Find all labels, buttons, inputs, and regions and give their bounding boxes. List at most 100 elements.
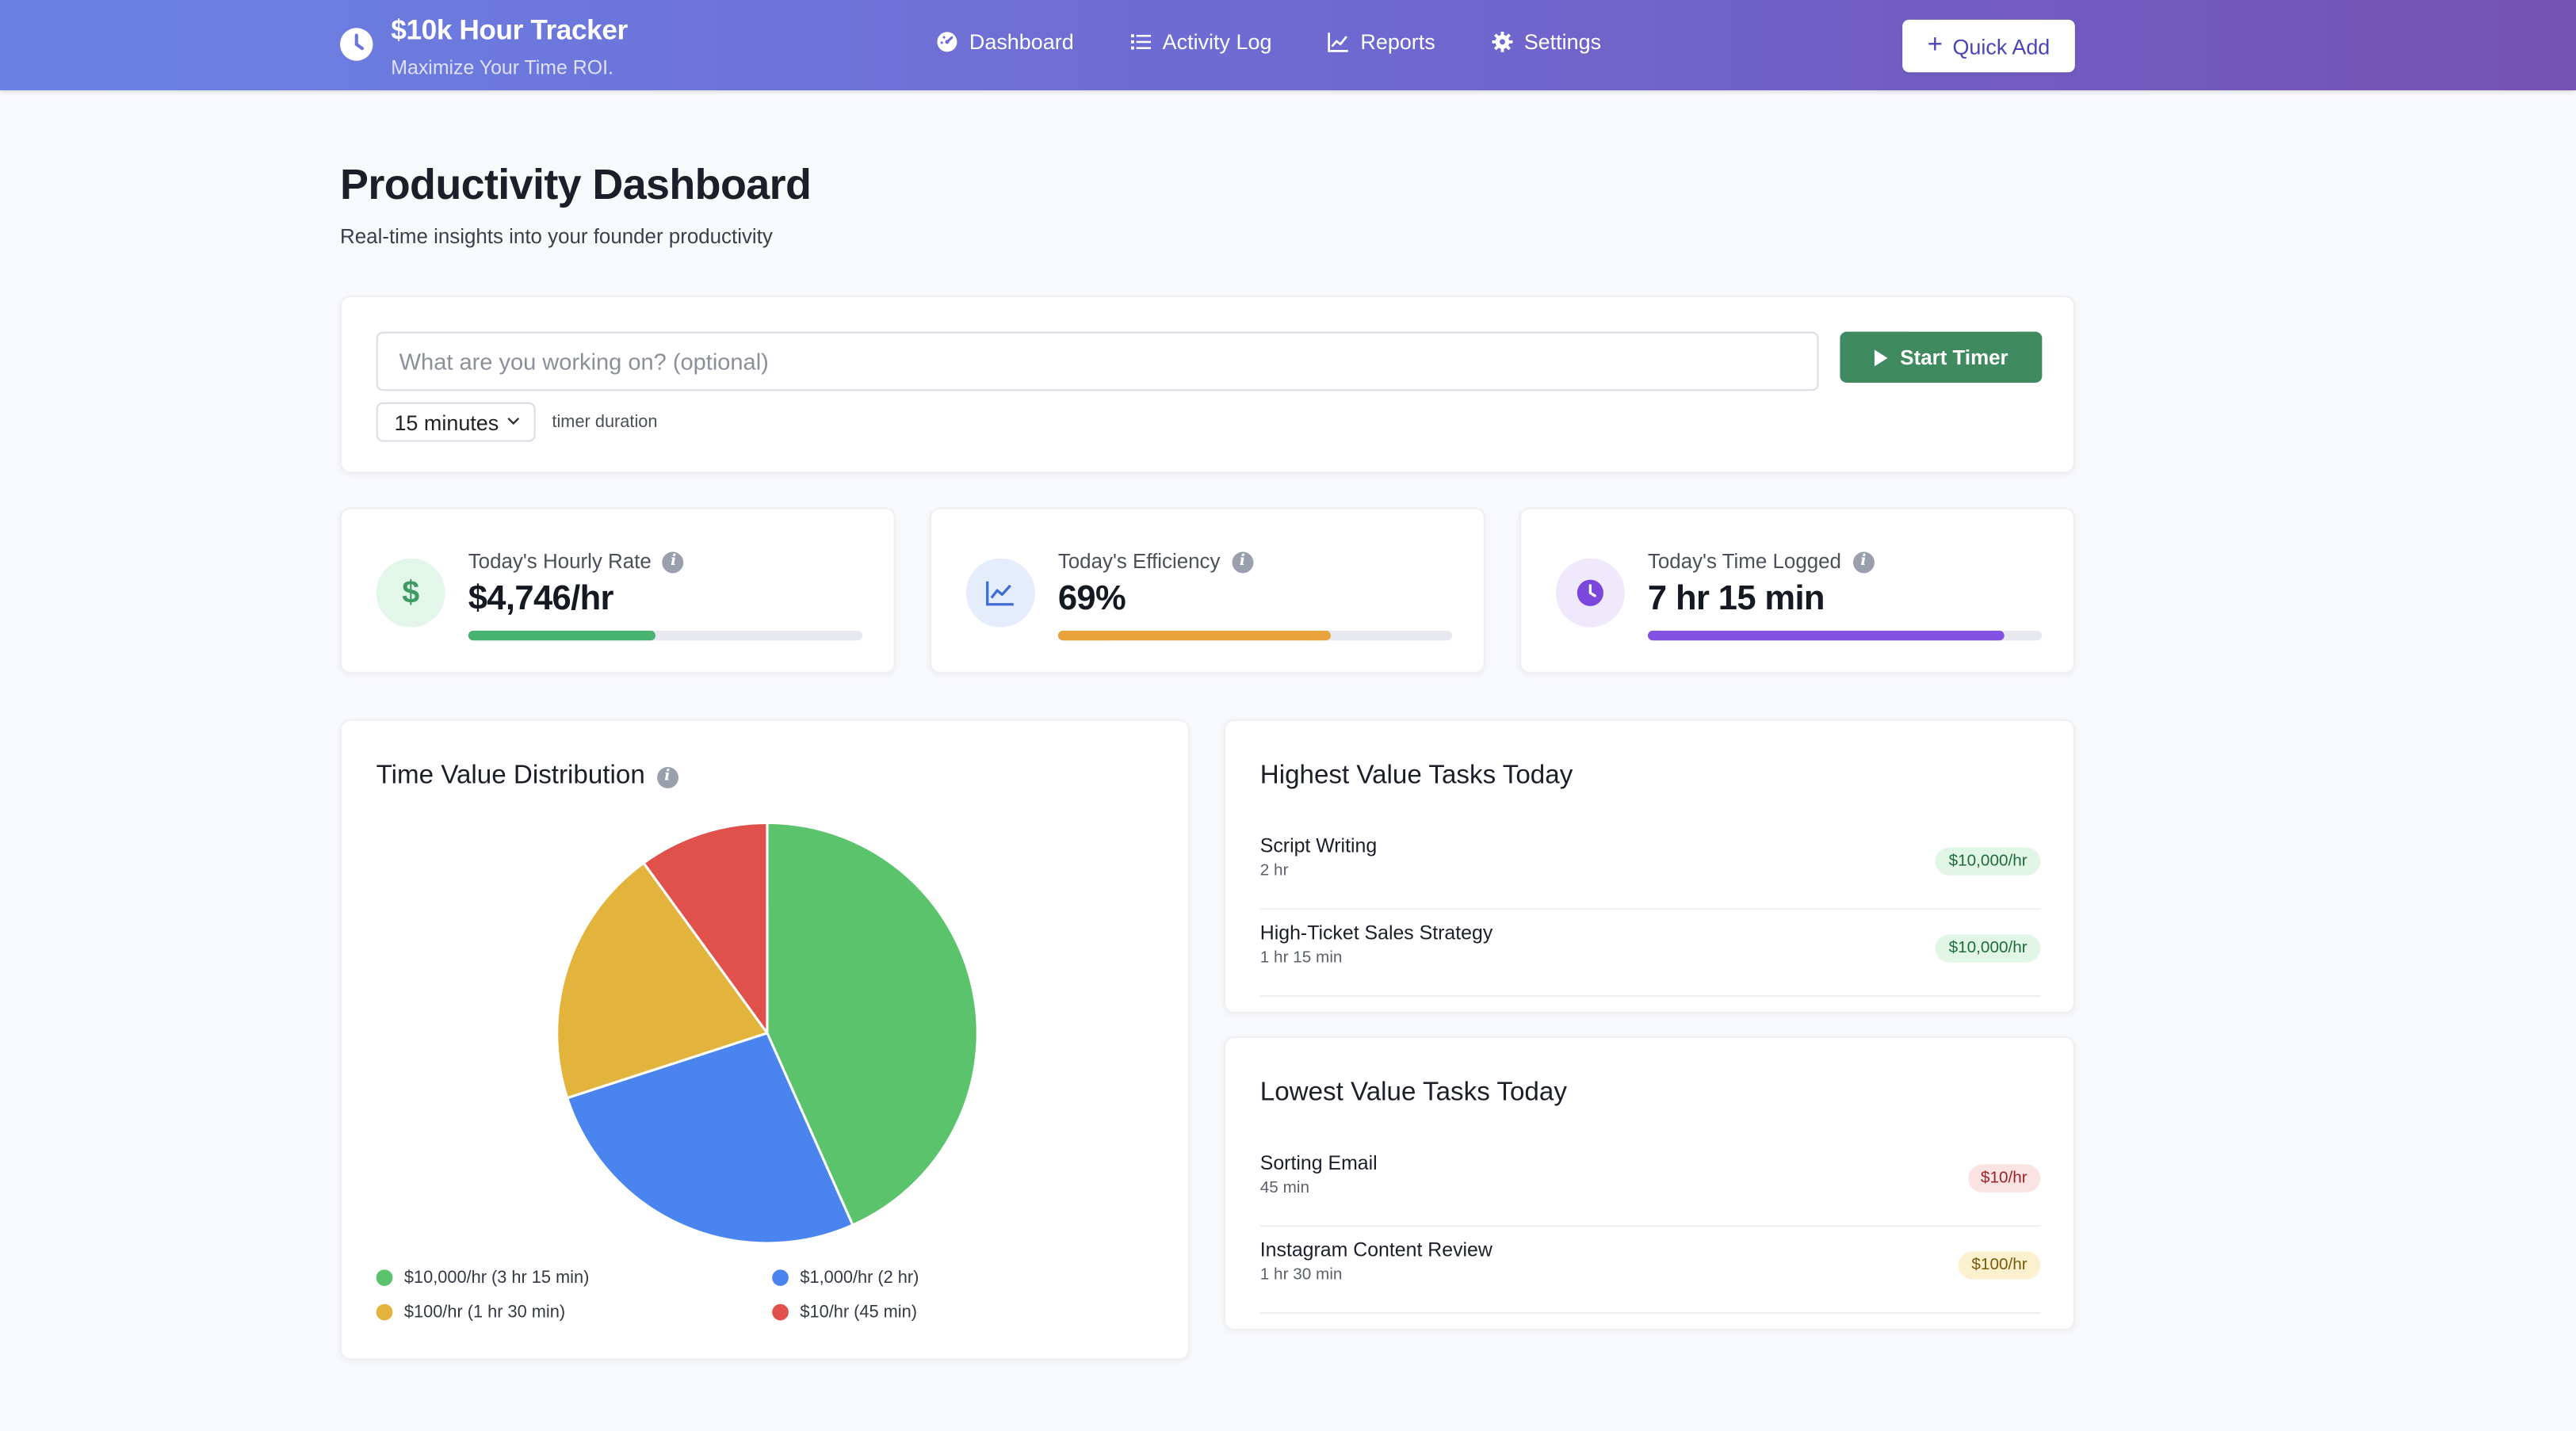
timer-duration-label: timer duration bbox=[552, 412, 658, 433]
nav-dashboard-label: Dashboard bbox=[969, 29, 1074, 55]
nav-activity-log-label: Activity Log bbox=[1162, 29, 1272, 55]
stat-label: Today's Efficiency i bbox=[1058, 550, 1253, 573]
legend-swatch bbox=[772, 1269, 789, 1286]
stat-label-text: Today's Efficiency bbox=[1057, 550, 1221, 574]
timer-card: Start Timer 15 minutes timer duration bbox=[340, 296, 2075, 473]
rate-badge: $10,000/hr bbox=[1935, 847, 2041, 876]
legend-item[interactable]: $10/hr (45 min) bbox=[772, 1303, 917, 1322]
timer-duration-select[interactable]: 15 minutes bbox=[376, 402, 536, 442]
task-duration: 1 hr 15 min bbox=[1259, 949, 1343, 967]
info-icon[interactable]: i bbox=[1231, 551, 1253, 573]
task-row[interactable]: Instagram Content Review 1 hr 30 min $10… bbox=[1259, 1227, 2041, 1315]
legend-swatch bbox=[376, 1303, 393, 1321]
trend-chart-icon bbox=[986, 581, 1014, 606]
dashboard-gauge-icon bbox=[937, 32, 957, 52]
task-duration: 1 hr 30 min bbox=[1259, 1266, 1343, 1284]
start-timer-button[interactable]: Start Timer bbox=[1840, 331, 2043, 383]
stat-value: 7 hr 15 min bbox=[1647, 579, 1825, 618]
nav-settings[interactable]: Settings bbox=[1491, 29, 1601, 54]
progress-fill bbox=[1057, 630, 1331, 641]
task-input[interactable] bbox=[376, 331, 1819, 391]
progress-fill bbox=[1647, 630, 2005, 641]
start-timer-label: Start Timer bbox=[1900, 345, 2008, 369]
nav-activity-log[interactable]: Activity Log bbox=[1129, 29, 1271, 54]
dollar-icon: $ bbox=[402, 577, 419, 609]
pie-slice-1[interactable] bbox=[565, 1031, 854, 1245]
clock-logo-icon bbox=[340, 28, 373, 61]
legend-label: $1,000/hr (2 hr) bbox=[800, 1268, 919, 1288]
info-icon[interactable]: i bbox=[656, 765, 678, 788]
nav-reports[interactable]: Reports bbox=[1328, 29, 1435, 54]
pie-chart bbox=[556, 821, 979, 1245]
rate-badge: $10/hr bbox=[1967, 1164, 2041, 1192]
legend-item[interactable]: $1,000/hr (2 hr) bbox=[772, 1268, 919, 1288]
pie-slice-2[interactable] bbox=[556, 861, 770, 1100]
plus-icon: + bbox=[1927, 31, 1943, 59]
chevron-down-icon bbox=[507, 418, 520, 425]
time-value-distribution-card: Time Value Distribution i $10,000/hr (3 … bbox=[340, 719, 1190, 1360]
progress-track bbox=[1647, 630, 2043, 641]
nav-settings-label: Settings bbox=[1523, 29, 1602, 55]
task-row[interactable]: High-Ticket Sales Strategy 1 hr 15 min $… bbox=[1259, 910, 2041, 998]
stat-value: 69% bbox=[1057, 579, 1126, 618]
top-navbar: $10k Hour Tracker Maximize Your Time ROI… bbox=[0, 0, 2576, 90]
chart-title: Time Value Distribution i bbox=[376, 762, 678, 792]
page-subtitle: Real-time insights into your founder pro… bbox=[340, 224, 773, 248]
stat-label: Today's Hourly Rate i bbox=[468, 550, 685, 574]
brand[interactable]: $10k Hour Tracker Maximize Your Time ROI… bbox=[338, 15, 628, 81]
info-icon[interactable]: i bbox=[663, 551, 685, 573]
chart-title-text: Time Value Distribution bbox=[376, 761, 645, 790]
legend-item[interactable]: $100/hr (1 hr 30 min) bbox=[376, 1303, 565, 1322]
legend-swatch bbox=[772, 1303, 789, 1321]
legend-label: $100/hr (1 hr 30 min) bbox=[403, 1302, 566, 1322]
list-icon bbox=[1130, 34, 1151, 50]
stat-icon-wrap bbox=[1555, 558, 1625, 628]
lowest-tasks-title: Lowest Value Tasks Today bbox=[1259, 1078, 1567, 1107]
task-name: High-Ticket Sales Strategy bbox=[1259, 921, 1493, 944]
task-duration: 45 min bbox=[1259, 1179, 1309, 1197]
stat-label: Today's Time Logged i bbox=[1648, 550, 1875, 573]
progress-fill bbox=[468, 630, 656, 641]
line-chart-icon bbox=[1328, 32, 1348, 52]
app-tagline: Maximize Your Time ROI. bbox=[391, 55, 613, 79]
stat-icon-wrap bbox=[965, 558, 1035, 628]
play-icon bbox=[1874, 349, 1887, 366]
nav-reports-label: Reports bbox=[1360, 29, 1435, 55]
stat-card-time-logged: Today's Time Logged i 7 hr 15 min bbox=[1519, 507, 2075, 674]
main-nav: Dashboard Activity Log Reports Settings bbox=[936, 29, 1657, 54]
legend-label: $10,000/hr (3 hr 15 min) bbox=[403, 1268, 590, 1288]
rate-badge: $10,000/hr bbox=[1935, 934, 2041, 963]
stat-card-hourly-rate: $ Today's Hourly Rate i $4,746/hr bbox=[340, 507, 896, 674]
pie-slice-3[interactable] bbox=[641, 821, 769, 1037]
rate-badge: $100/hr bbox=[1958, 1251, 2041, 1280]
legend-swatch bbox=[376, 1269, 393, 1286]
stat-card-efficiency: Today's Efficiency i 69% bbox=[930, 507, 1485, 674]
task-duration: 2 hr bbox=[1259, 862, 1289, 880]
lowest-value-tasks-card: Lowest Value Tasks Today Sorting Email 4… bbox=[1224, 1036, 2075, 1330]
task-name: Instagram Content Review bbox=[1259, 1238, 1492, 1261]
legend-item[interactable]: $10,000/hr (3 hr 15 min) bbox=[376, 1268, 590, 1288]
progress-track bbox=[1057, 630, 1453, 641]
timer-duration-value: 15 minutes bbox=[394, 410, 499, 435]
task-row[interactable]: Sorting Email 45 min $10/hr bbox=[1259, 1139, 2041, 1227]
clock-icon bbox=[1577, 579, 1603, 606]
page-title: Productivity Dashboard bbox=[340, 159, 812, 209]
task-row[interactable]: Script Writing 2 hr $10,000/hr bbox=[1259, 822, 2041, 910]
progress-track bbox=[468, 630, 863, 641]
stat-value: $4,746/hr bbox=[468, 579, 614, 618]
quick-add-button[interactable]: + Quick Add bbox=[1902, 19, 2075, 73]
task-name: Sorting Email bbox=[1259, 1151, 1378, 1174]
app-title: $10k Hour Tracker bbox=[391, 14, 628, 47]
svg-text:$: $ bbox=[402, 577, 419, 609]
stat-label-text: Today's Hourly Rate bbox=[468, 550, 652, 574]
nav-dashboard[interactable]: Dashboard bbox=[936, 29, 1074, 55]
gear-icon bbox=[1491, 31, 1512, 52]
pie-slice-0[interactable] bbox=[766, 821, 979, 1227]
legend-label: $10/hr (45 min) bbox=[800, 1302, 917, 1322]
highest-value-tasks-card: Highest Value Tasks Today Script Writing… bbox=[1224, 719, 2075, 1013]
quick-add-label: Quick Add bbox=[1952, 33, 2050, 59]
stat-label-text: Today's Time Logged bbox=[1647, 550, 1841, 574]
stat-icon-wrap: $ bbox=[376, 558, 445, 628]
task-name: Script Writing bbox=[1259, 834, 1378, 857]
info-icon[interactable]: i bbox=[1852, 551, 1875, 573]
